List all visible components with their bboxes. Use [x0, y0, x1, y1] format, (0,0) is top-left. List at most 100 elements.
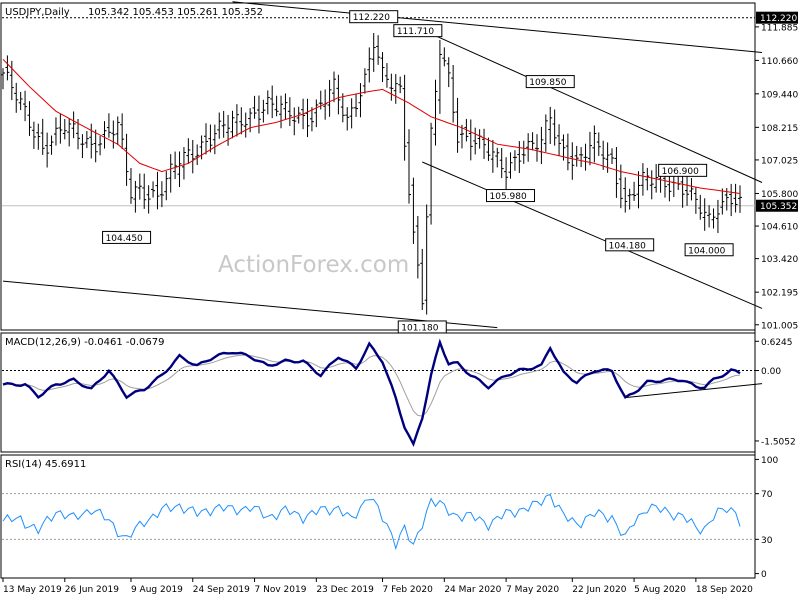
- price-bar: [557, 124, 562, 157]
- current-price-box-label-bg: [756, 199, 798, 212]
- price-bar: [354, 93, 359, 117]
- macd-label: MACD(12,26,9) -0.0461 -0.0679: [5, 337, 165, 348]
- price-bar: [711, 208, 716, 229]
- rsi-tick-label: 70: [761, 490, 773, 500]
- price-bar: [610, 148, 615, 165]
- price-bar: [473, 127, 478, 155]
- price-bar: [67, 118, 72, 147]
- ohlc-label: 105.342 105.453 105.261 105.352: [88, 7, 263, 18]
- price-callout-box: [393, 24, 443, 38]
- price-bar: [173, 151, 178, 180]
- price-bar: [62, 118, 67, 140]
- price-bar: [31, 121, 36, 149]
- price-bar: [40, 118, 45, 155]
- price-bar: [106, 113, 111, 138]
- price-bar: [5, 55, 10, 81]
- x-tick-label: 7 Feb 2020: [383, 585, 434, 595]
- price-bar: [570, 142, 575, 180]
- price-bar: [429, 122, 434, 225]
- price-bar: [314, 99, 319, 128]
- price-bar: [398, 76, 403, 94]
- price-bar: [340, 93, 345, 123]
- price-bar: [283, 93, 288, 120]
- price-bar: [632, 181, 637, 201]
- x-tick-label: 5 Aug 2020: [634, 585, 686, 595]
- price-callout-label: 112.220: [353, 13, 390, 23]
- price-bar: [517, 141, 522, 174]
- price-bar: [362, 68, 367, 94]
- price-bar: [482, 128, 487, 159]
- price-bar: [614, 147, 619, 198]
- price-bar: [102, 121, 107, 149]
- price-tick-label: 109.440: [761, 90, 798, 100]
- trendline-down-channel-upper: [417, 27, 763, 183]
- price-bar: [243, 112, 248, 138]
- price-callout-label: 104.180: [609, 241, 646, 251]
- macd-tick-label: 0.00: [761, 367, 781, 377]
- price-bar: [309, 107, 314, 132]
- x-tick-label: 26 Jun 2019: [65, 585, 119, 595]
- price-bar: [115, 116, 120, 146]
- price-bar: [455, 97, 460, 153]
- price-bar: [168, 154, 173, 193]
- price-bar: [526, 133, 531, 162]
- price-bar: [204, 123, 209, 155]
- price-bar: [738, 185, 742, 213]
- price-bar: [80, 134, 85, 159]
- price-bar: [543, 114, 548, 152]
- price-bar: [548, 106, 553, 145]
- price-bar: [693, 186, 698, 214]
- price-bar: [407, 129, 412, 204]
- price-bar: [98, 135, 103, 156]
- price-tick-label: 107.025: [761, 156, 798, 166]
- price-bar: [195, 144, 200, 166]
- price-bar: [512, 150, 517, 171]
- rsi-label: RSI(14) 45.6911: [5, 459, 86, 470]
- price-callout-box: [605, 238, 655, 252]
- rsi-line: [2, 493, 741, 551]
- price-bar: [640, 163, 645, 196]
- price-bar: [84, 131, 89, 149]
- price-bar: [433, 79, 438, 146]
- price-bar: [561, 134, 566, 161]
- price-tick-label: 104.610: [761, 223, 798, 233]
- macd-tick-label: -1.5052: [761, 437, 796, 447]
- price-bar: [274, 95, 279, 117]
- price-bar: [120, 113, 125, 150]
- price-bar: [521, 140, 526, 164]
- watermark-text: ActionForex.com: [218, 252, 409, 278]
- price-callout-label: 106.900: [662, 167, 699, 177]
- price-bar: [565, 133, 570, 171]
- price-bar: [702, 198, 707, 231]
- price-bar: [574, 145, 579, 167]
- price-bar: [146, 185, 151, 214]
- price-bar: [230, 110, 235, 139]
- price-bar: [287, 97, 292, 127]
- price-bar: [261, 99, 266, 123]
- price-callout-label: 109.850: [529, 78, 566, 88]
- price-callout-box: [349, 10, 399, 24]
- x-tick-label: 9 Aug 2019: [131, 585, 183, 595]
- price-bar: [23, 90, 28, 122]
- price-bar: [190, 139, 195, 174]
- price-tick-label: 105.800: [761, 190, 798, 200]
- price-tick-label: 111.885: [761, 23, 798, 33]
- price-bar: [367, 47, 372, 83]
- price-bar: [645, 167, 650, 191]
- price-bar: [442, 47, 447, 67]
- x-tick-label: 24 Sep 2019: [193, 585, 250, 595]
- x-tick-label: 7 Nov 2019: [255, 585, 307, 595]
- price-callout-box: [684, 243, 734, 257]
- price-bar: [133, 180, 138, 213]
- price-bar: [164, 171, 169, 201]
- price-bar: [36, 123, 41, 150]
- price-bar: [234, 104, 239, 137]
- x-tick-label: 18 Sep 2020: [696, 585, 753, 595]
- price-bar: [654, 164, 659, 193]
- price-bar: [45, 132, 50, 168]
- price-bar: [49, 135, 54, 155]
- price-bar: [142, 173, 147, 209]
- price-bar: [336, 74, 341, 115]
- price-tick-label: 102.195: [761, 289, 798, 299]
